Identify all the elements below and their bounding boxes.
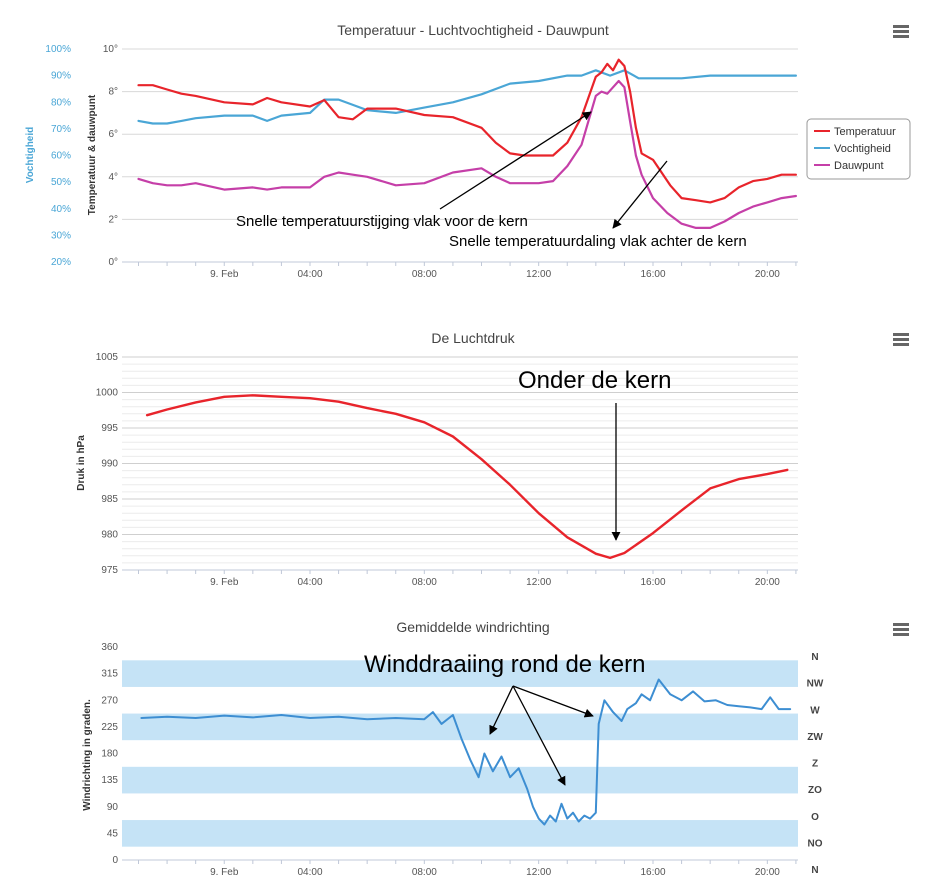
chart3-menu-button[interactable] <box>893 623 909 636</box>
chart3-compass-label: Z <box>812 759 818 770</box>
chart3-title: Gemiddelde windrichting <box>396 619 549 635</box>
chart1-y-right-tick: 70% <box>51 124 71 135</box>
chart1-y-left-tick: 6° <box>108 129 118 140</box>
annotation-fall: Snelle temperatuurdaling vlak achter de … <box>449 233 747 250</box>
chart3-compass-label: N <box>811 652 818 663</box>
chart1-y-left-tick: 0° <box>108 257 118 268</box>
chart3-y-tick: 180 <box>101 749 118 760</box>
annotation-onder-de-kern: Onder de kern <box>518 367 671 394</box>
chart3-plot-band <box>122 660 798 687</box>
chart1-y-left-tick: 4° <box>108 172 118 183</box>
pressure-chart: De Luchtdruk 975 980 985 990 995 1000 1005 9. … <box>76 330 909 588</box>
chart3-x-tick-label: 16:00 <box>640 867 665 878</box>
temperature-humidity-chart: Temperatuur - Luchtvochtigheid - Dauwpun… <box>25 22 911 280</box>
chart1-y-right-tick: 90% <box>51 71 71 82</box>
chart1-y-right-tick: 50% <box>51 177 71 188</box>
chart3-x-tick-label: 9. Feb <box>210 867 239 878</box>
wind-direction-chart: Gemiddelde windrichting 0 45 90 135 180 225 27… <box>82 619 909 878</box>
chart3-y-tick: 90 <box>107 802 119 813</box>
chart3-x-tick-label: 12:00 <box>526 867 551 878</box>
chart3-y-tick: 360 <box>101 642 118 653</box>
chart3-compass-label: ZW <box>807 732 823 743</box>
chart2-y-tick: 985 <box>101 494 118 505</box>
chart1-y-left-tick: 8° <box>108 87 118 98</box>
chart1-x-tick-label: 20:00 <box>755 269 780 280</box>
annotation-winddraaiing: Winddraaiing rond de kern <box>364 651 646 678</box>
chart1-series-line-dauwpunt <box>137 79 797 229</box>
chart3-x-tick-label: 20:00 <box>755 867 780 878</box>
chart2-y-tick: 980 <box>101 530 118 541</box>
chart2-menu-button[interactable] <box>893 333 909 346</box>
chart3-compass-label: W <box>810 705 820 716</box>
legend-label-dauwpunt: Dauwpunt <box>834 160 884 172</box>
chart1-x-tick-label: 9. Feb <box>210 269 239 280</box>
chart2-series-line-main <box>145 394 789 560</box>
chart2-x-tick-label: 04:00 <box>297 577 322 588</box>
chart1-x-tick-label: 04:00 <box>297 269 322 280</box>
annotation-arrow-fall <box>612 160 668 229</box>
chart3-y-tick: 315 <box>101 669 118 680</box>
chart2-y-title: Druk in hPa <box>76 435 87 491</box>
chart3-compass-label: NW <box>807 679 824 690</box>
chart2-x-tick-label: 12:00 <box>526 577 551 588</box>
legend-item-vochtigheid[interactable]: Vochtigheid <box>814 143 891 155</box>
chart3-compass-label: N <box>811 865 818 876</box>
chart2-y-tick: 975 <box>101 565 118 576</box>
chart3-series-line-main <box>140 678 792 826</box>
chart1-x-tick-label: 12:00 <box>526 269 551 280</box>
chart3-compass-label: NO <box>808 838 823 849</box>
chart3-compass-label: ZO <box>808 785 822 796</box>
legend-item-temperatuur[interactable]: Temperatuur <box>814 126 896 138</box>
chart2-y-tick: 1000 <box>96 388 119 399</box>
chart3-x-tick-label: 04:00 <box>297 867 322 878</box>
legend-item-dauwpunt[interactable]: Dauwpunt <box>814 160 884 172</box>
chart1-series-line-vochtigheid <box>137 69 797 125</box>
annotation-arrow-wind-2 <box>512 685 566 786</box>
chart1-y-right-title: Vochtigheid <box>25 127 36 183</box>
chart3-y-tick: 0 <box>112 855 118 866</box>
chart1-title: Temperatuur - Luchtvochtigheid - Dauwpun… <box>337 22 609 38</box>
chart1-legend: Temperatuur Vochtigheid Dauwpunt <box>806 118 911 180</box>
annotation-arrow-wind-1 <box>489 685 514 735</box>
chart3-y-tick: 135 <box>101 775 118 786</box>
chart3-y-tick: 225 <box>101 722 118 733</box>
chart2-x-tick-label: 20:00 <box>755 577 780 588</box>
chart1-series-line-temperatuur <box>137 58 797 204</box>
chart1-y-right-tick: 30% <box>51 230 71 241</box>
annotation-rise: Snelle temperatuurstijging vlak voor de … <box>236 213 528 230</box>
chart2-x-tick-label: 9. Feb <box>210 577 239 588</box>
chart3-y-title: Windrichting in graden. <box>82 699 93 811</box>
chart3-plot-band <box>122 766 798 794</box>
chart1-y-left-tick: 10° <box>103 44 118 55</box>
chart2-title: De Luchtdruk <box>431 330 515 346</box>
chart3-plot-band <box>122 820 798 847</box>
chart1-y-left-tick: 2° <box>108 214 118 225</box>
chart1-menu-button[interactable] <box>893 25 909 38</box>
chart1-x-tick-label: 08:00 <box>412 269 437 280</box>
chart1-y-right-tick: 40% <box>51 204 71 215</box>
chart1-x-tick-label: 16:00 <box>640 269 665 280</box>
chart2-y-tick: 990 <box>101 459 118 470</box>
legend-label-vochtigheid: Vochtigheid <box>834 143 891 155</box>
chart2-x-tick-label: 08:00 <box>412 577 437 588</box>
annotation-arrow-wind-3 <box>512 685 594 718</box>
chart1-y-right-tick: 80% <box>51 97 71 108</box>
legend-label-temperatuur: Temperatuur <box>834 126 896 138</box>
chart2-x-tick-label: 16:00 <box>640 577 665 588</box>
chart2-y-tick: 1005 <box>96 352 119 363</box>
chart3-compass-label: O <box>811 812 819 823</box>
chart3-y-tick: 45 <box>107 828 119 839</box>
chart3-y-tick: 270 <box>101 695 118 706</box>
chart1-y-left-title: Temperatuur & dauwpunt <box>87 94 98 215</box>
chart1-y-right-tick: 20% <box>51 257 71 268</box>
chart3-x-tick-label: 08:00 <box>412 867 437 878</box>
annotation-arrow-rise <box>439 111 592 210</box>
chart2-y-tick: 995 <box>101 423 118 434</box>
chart1-y-right-tick: 60% <box>51 151 71 162</box>
chart1-y-right-tick: 100% <box>45 44 71 55</box>
